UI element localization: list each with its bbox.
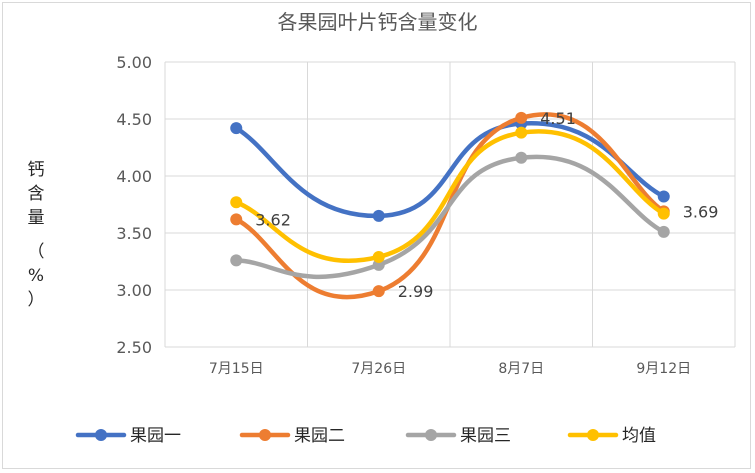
y-axis-label-char: % bbox=[27, 266, 45, 286]
x-axis-ticks: 7月15日 7月26日 8月7日 9月12日 bbox=[209, 361, 691, 377]
chart-title: 各果园叶片钙含量变化 bbox=[277, 10, 478, 34]
legend-marker-icon bbox=[587, 429, 599, 441]
legend-marker-icon bbox=[425, 429, 437, 441]
y-axis-label: 钙 含 量 （ % ） bbox=[22, 158, 50, 312]
legend-label: 果园一 bbox=[130, 426, 181, 446]
x-tick-label: 8月7日 bbox=[498, 361, 544, 377]
series-line-4 bbox=[234, 129, 666, 264]
data-label: 2.99 bbox=[398, 282, 434, 301]
y-axis-label-char: 钙 bbox=[27, 160, 45, 180]
data-point bbox=[515, 126, 528, 139]
x-tick-label: 7月26日 bbox=[351, 361, 406, 377]
y-axis-label-char: （ bbox=[27, 242, 45, 262]
chart-frame bbox=[2, 2, 751, 469]
y-tick-label: 4.50 bbox=[116, 110, 152, 129]
y-tick-label: 2.50 bbox=[116, 338, 152, 357]
data-point bbox=[657, 225, 670, 238]
data-point bbox=[230, 196, 243, 209]
x-tick-label: 9月12日 bbox=[636, 361, 691, 377]
data-label: 3.62 bbox=[255, 210, 291, 229]
data-point bbox=[372, 285, 385, 298]
data-label: 4.51 bbox=[540, 109, 576, 128]
data-point bbox=[515, 151, 528, 164]
series-layer bbox=[230, 111, 670, 300]
legend-label: 果园二 bbox=[294, 426, 345, 446]
data-point bbox=[230, 122, 243, 135]
y-axis-label-char: 含 bbox=[27, 184, 45, 204]
y-tick-label: 4.00 bbox=[116, 167, 152, 186]
data-point bbox=[230, 213, 243, 226]
legend-label: 均值 bbox=[622, 426, 656, 446]
legend: 果园一 果园二 果园三 均值 bbox=[75, 426, 656, 446]
y-axis-label-char: 量 bbox=[27, 208, 45, 228]
series-line-1 bbox=[234, 121, 666, 219]
legend-label: 果园三 bbox=[460, 426, 511, 446]
x-tick-label: 7月15日 bbox=[209, 361, 264, 377]
y-axis-label-char: ） bbox=[27, 290, 45, 310]
data-point bbox=[515, 111, 528, 124]
data-point bbox=[372, 250, 385, 263]
y-tick-label: 5.00 bbox=[116, 53, 152, 72]
data-point bbox=[372, 209, 385, 222]
legend-marker-icon bbox=[95, 429, 107, 441]
legend-marker-icon bbox=[259, 429, 271, 441]
data-point bbox=[657, 190, 670, 203]
series-line-3 bbox=[234, 154, 666, 280]
gridlines bbox=[164, 61, 736, 348]
y-tick-label: 3.50 bbox=[116, 224, 152, 243]
y-tick-label: 3.00 bbox=[116, 281, 152, 300]
data-label: 3.69 bbox=[683, 202, 719, 221]
y-axis-ticks: 5.00 4.50 4.00 3.50 3.00 2.50 bbox=[116, 53, 152, 357]
data-point bbox=[657, 207, 670, 220]
data-point bbox=[230, 254, 243, 267]
data-labels: 3.62 2.99 4.51 3.69 bbox=[255, 109, 718, 301]
